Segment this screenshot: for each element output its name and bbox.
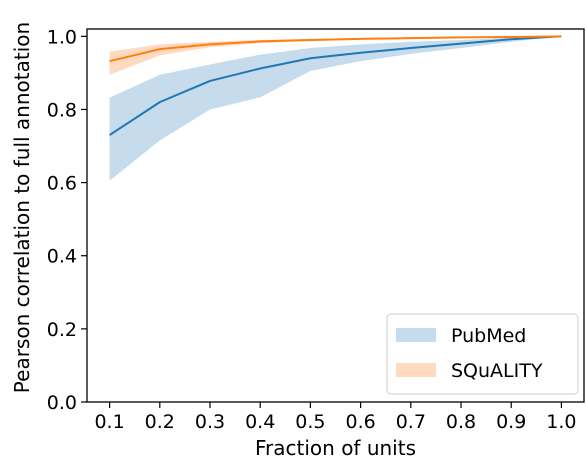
y-tick-label: 0.6: [47, 173, 77, 195]
x-tick-label: 1.0: [546, 411, 576, 433]
x-axis-label: Fraction of units: [255, 436, 416, 459]
x-tick-label: 0.5: [295, 411, 325, 433]
y-tick-label: 0.0: [47, 392, 77, 414]
x-tick-label: 0.3: [195, 411, 225, 433]
y-axis-label: Pearson correlation to full annotation: [10, 22, 34, 393]
legend-swatch-pubmed: [396, 328, 436, 342]
y-tick-label: 1.0: [47, 26, 77, 48]
x-tick-label: 0.2: [145, 411, 175, 433]
band-squality: [109, 36, 562, 75]
line-squality: [109, 35, 562, 63]
series-lines: [109, 35, 562, 136]
x-tick-label: 0.4: [245, 411, 275, 433]
x-tick-label: 0.1: [94, 411, 124, 433]
y-tick-label: 0.4: [47, 246, 77, 268]
plot-area-frame: [86, 28, 585, 403]
y-tick-label: 0.8: [47, 99, 77, 121]
legend-label-squality: SQuALITY: [451, 360, 543, 382]
legend: PubMed SQuALITY: [386, 313, 579, 395]
y-axis: 0.0 0.2 0.4 0.6 0.8 1.0: [47, 26, 87, 414]
confidence-bands: [109, 36, 562, 181]
band-pubmed: [109, 36, 562, 181]
x-axis: 0.1 0.2 0.3 0.4 0.5 0.6 0.7 0.8 0.9 1.0: [94, 402, 577, 433]
x-tick-label: 0.8: [446, 411, 476, 433]
x-tick-label: 0.7: [396, 411, 426, 433]
legend-swatch-squality: [396, 363, 436, 377]
line-pubmed: [109, 35, 562, 136]
x-tick-label: 0.6: [345, 411, 375, 433]
x-tick-label: 0.9: [496, 411, 526, 433]
y-tick-label: 0.2: [47, 319, 77, 341]
legend-label-pubmed: PubMed: [451, 325, 526, 347]
